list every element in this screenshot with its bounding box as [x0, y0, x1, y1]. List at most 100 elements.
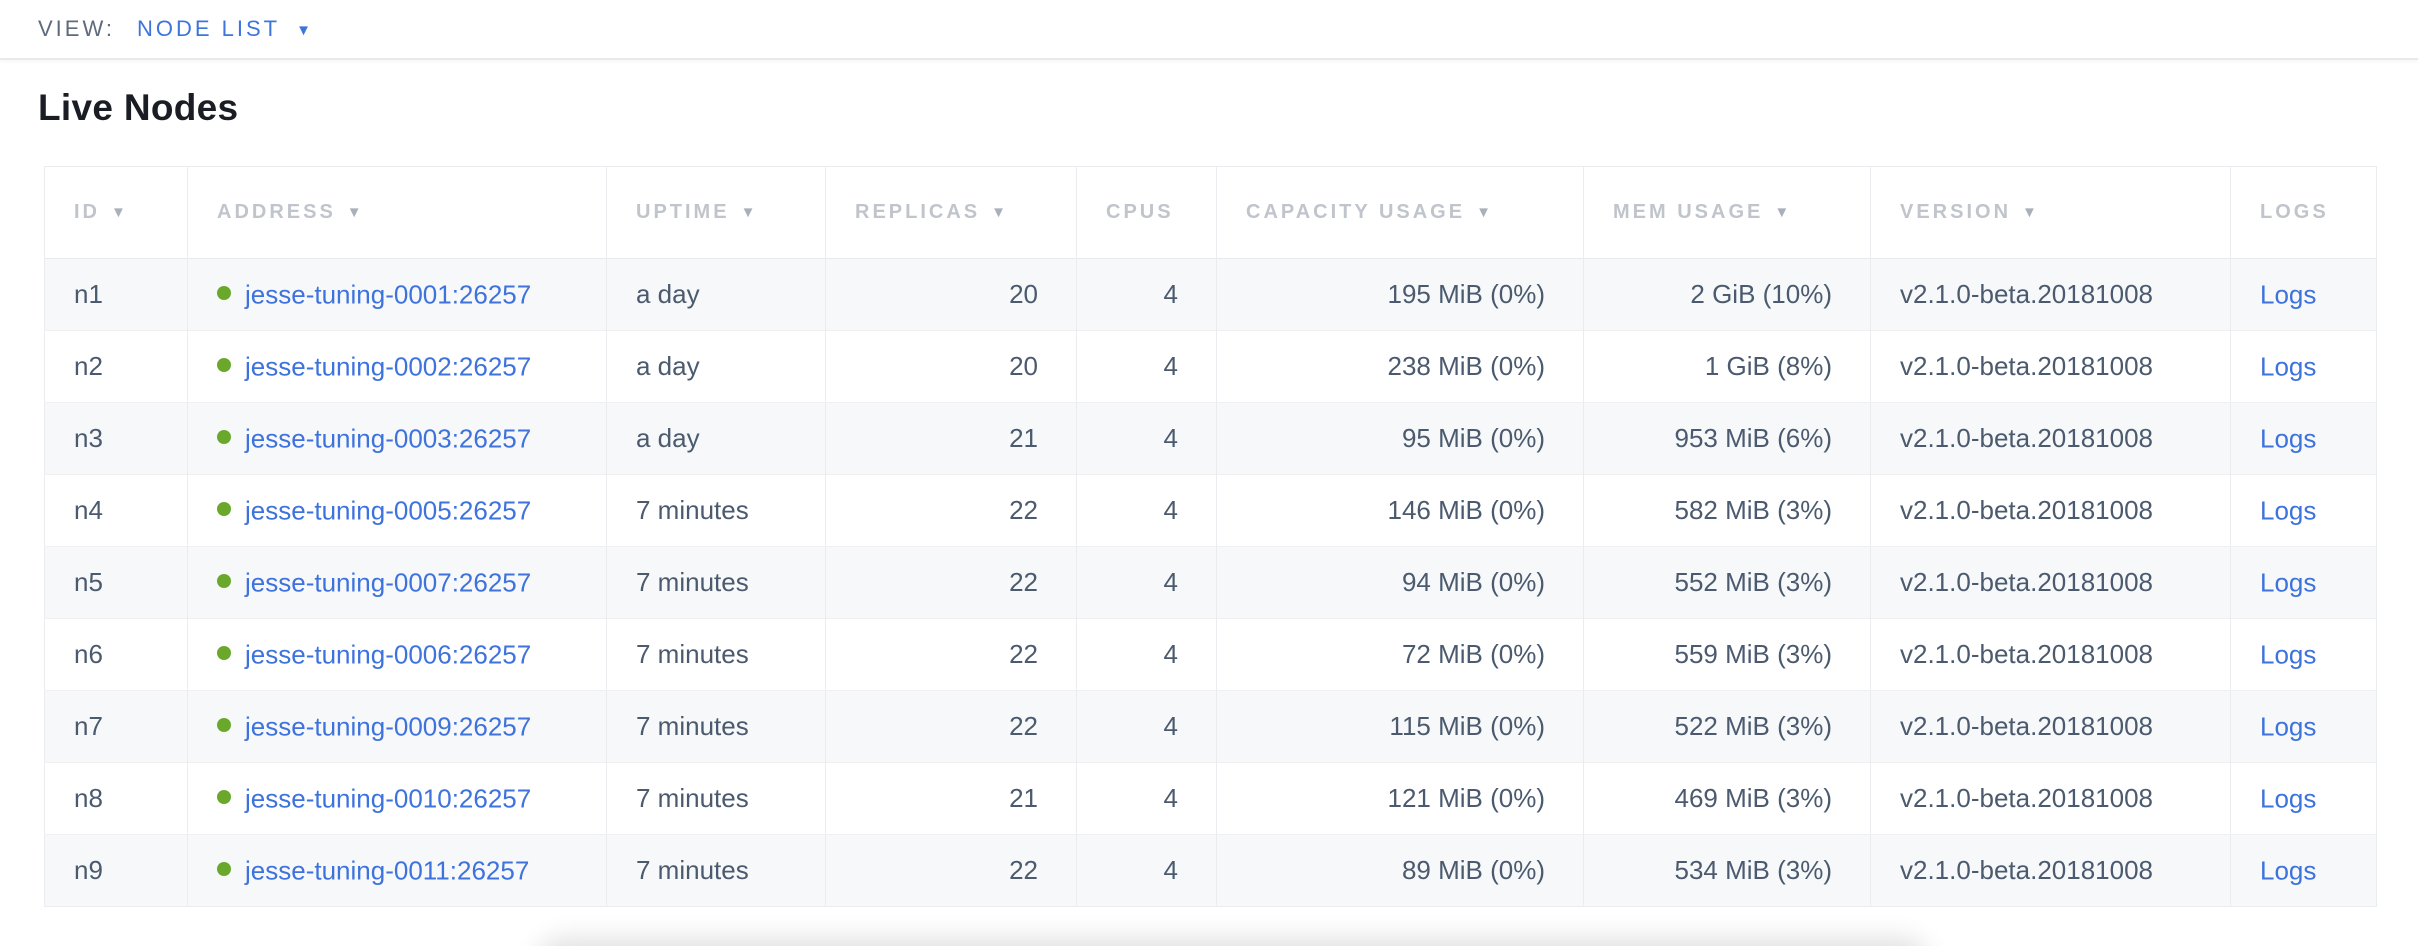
address-link[interactable]: jesse-tuning-0002:26257 [245, 351, 532, 382]
view-selector-dropdown[interactable]: NODE LIST ▼ [137, 16, 311, 42]
cpus-cell: 4 [1076, 474, 1217, 547]
column-label: CPUS [1106, 201, 1174, 223]
address-cell: jesse-tuning-0010:26257 [187, 762, 607, 835]
column-header-capacity[interactable]: CAPACITY USAGE ▼ [1216, 166, 1584, 259]
logs-link[interactable]: Logs [2260, 711, 2317, 742]
caret-down-icon: ▼ [296, 21, 311, 39]
uptime-cell: 7 minutes [606, 690, 826, 763]
uptime-cell: 7 minutes [606, 834, 826, 907]
address-link[interactable]: jesse-tuning-0011:26257 [245, 855, 530, 886]
node-live-status-icon [217, 286, 231, 301]
mem-cell: 1 GiB (8%) [1583, 330, 1871, 403]
uptime-cell: 7 minutes [606, 618, 826, 691]
column-header-mem[interactable]: MEM USAGE ▼ [1583, 166, 1871, 259]
node-live-status-icon [217, 862, 231, 877]
address-link[interactable]: jesse-tuning-0005:26257 [245, 495, 532, 526]
version-cell: v2.1.0-beta.20181008 [1870, 834, 2231, 907]
uptime-cell: a day [606, 330, 826, 403]
logs-link[interactable]: Logs [2260, 783, 2317, 814]
live-nodes-table: ID ▼ ADDRESS ▼ UPTIME ▼ REPLICAS ▼ CPUS CAPACITY … [44, 166, 2377, 907]
replicas-cell: 22 [825, 690, 1077, 763]
address-link[interactable]: jesse-tuning-0001:26257 [245, 279, 532, 310]
logs-cell: Logs [2230, 618, 2377, 691]
capacity-cell: 115 MiB (0%) [1216, 690, 1584, 763]
version-cell: v2.1.0-beta.20181008 [1870, 474, 2231, 547]
address-cell: jesse-tuning-0011:26257 [187, 834, 607, 907]
uptime-cell: a day [606, 258, 826, 331]
column-label: LOGS [2260, 201, 2329, 223]
page-title: Live Nodes [38, 87, 239, 128]
logs-link[interactable]: Logs [2260, 567, 2317, 598]
address-link[interactable]: jesse-tuning-0009:26257 [245, 711, 532, 742]
column-label: VERSION [1900, 201, 2012, 223]
address-cell: jesse-tuning-0001:26257 [187, 258, 607, 331]
cpus-cell: 4 [1076, 690, 1217, 763]
address-cell: jesse-tuning-0002:26257 [187, 330, 607, 403]
replicas-cell: 20 [825, 258, 1077, 331]
logs-link[interactable]: Logs [2260, 423, 2317, 454]
node-row-n6: n6 jesse-tuning-0006:26257 7 minutes 22 4 72 … [44, 618, 2377, 691]
node-live-status-icon [217, 574, 231, 589]
column-label: MEM USAGE [1613, 201, 1764, 223]
logs-link[interactable]: Logs [2260, 351, 2317, 382]
node-row-n3: n3 jesse-tuning-0003:26257 a day 21 4 95 MiB … [44, 402, 2377, 475]
logs-link[interactable]: Logs [2260, 855, 2317, 886]
node-row-n7: n7 jesse-tuning-0009:26257 7 minutes 22 4 115… [44, 690, 2377, 763]
address-cell: jesse-tuning-0009:26257 [187, 690, 607, 763]
logs-link[interactable]: Logs [2260, 639, 2317, 670]
id-cell: n8 [44, 762, 188, 835]
sort-desc-icon: ▼ [111, 204, 129, 221]
mem-cell: 2 GiB (10%) [1583, 258, 1871, 331]
uptime-cell: a day [606, 402, 826, 475]
node-row-n9: n9 jesse-tuning-0011:26257 7 minutes 22 4 89 … [44, 834, 2377, 907]
address-link[interactable]: jesse-tuning-0010:26257 [245, 783, 532, 814]
column-header-replicas[interactable]: REPLICAS ▼ [825, 166, 1077, 259]
logs-cell: Logs [2230, 546, 2377, 619]
address-link[interactable]: jesse-tuning-0006:26257 [245, 639, 532, 670]
sort-desc-icon: ▼ [1774, 204, 1793, 221]
id-cell: n5 [44, 546, 188, 619]
column-header-address[interactable]: ADDRESS ▼ [187, 166, 607, 259]
capacity-cell: 238 MiB (0%) [1216, 330, 1584, 403]
capacity-cell: 72 MiB (0%) [1216, 618, 1584, 691]
id-cell: n2 [44, 330, 188, 403]
mem-cell: 953 MiB (6%) [1583, 402, 1871, 475]
version-cell: v2.1.0-beta.20181008 [1870, 618, 2231, 691]
logs-link[interactable]: Logs [2260, 279, 2317, 310]
replicas-cell: 22 [825, 546, 1077, 619]
sort-desc-icon: ▼ [991, 204, 1009, 221]
node-live-status-icon [217, 502, 231, 517]
version-cell: v2.1.0-beta.20181008 [1870, 690, 2231, 763]
cpus-cell: 4 [1076, 546, 1217, 619]
sort-desc-icon: ▼ [1476, 204, 1494, 221]
column-header-version[interactable]: VERSION ▼ [1870, 166, 2231, 259]
mem-cell: 559 MiB (3%) [1583, 618, 1871, 691]
replicas-cell: 21 [825, 402, 1077, 475]
logs-cell: Logs [2230, 258, 2377, 331]
id-cell: n9 [44, 834, 188, 907]
cpus-cell: 4 [1076, 330, 1217, 403]
logs-link[interactable]: Logs [2260, 495, 2317, 526]
address-cell: jesse-tuning-0007:26257 [187, 546, 607, 619]
capacity-cell: 94 MiB (0%) [1216, 546, 1584, 619]
node-live-status-icon [217, 430, 231, 445]
column-label: REPLICAS [855, 201, 981, 223]
address-cell: jesse-tuning-0006:26257 [187, 618, 607, 691]
mem-cell: 522 MiB (3%) [1583, 690, 1871, 763]
id-cell: n1 [44, 258, 188, 331]
address-link[interactable]: jesse-tuning-0003:26257 [245, 423, 532, 454]
logs-cell: Logs [2230, 330, 2377, 403]
id-cell: n6 [44, 618, 188, 691]
column-header-uptime[interactable]: UPTIME ▼ [606, 166, 826, 259]
replicas-cell: 22 [825, 834, 1077, 907]
node-row-n4: n4 jesse-tuning-0005:26257 7 minutes 22 4 146… [44, 474, 2377, 547]
address-link[interactable]: jesse-tuning-0007:26257 [245, 567, 532, 598]
cpus-cell: 4 [1076, 762, 1217, 835]
capacity-cell: 121 MiB (0%) [1216, 762, 1584, 835]
column-header-id[interactable]: ID ▼ [44, 166, 188, 259]
version-cell: v2.1.0-beta.20181008 [1870, 330, 2231, 403]
sort-desc-icon: ▼ [2022, 204, 2040, 221]
node-row-n5: n5 jesse-tuning-0007:26257 7 minutes 22 4 94 … [44, 546, 2377, 619]
replicas-cell: 21 [825, 762, 1077, 835]
uptime-cell: 7 minutes [606, 762, 826, 835]
